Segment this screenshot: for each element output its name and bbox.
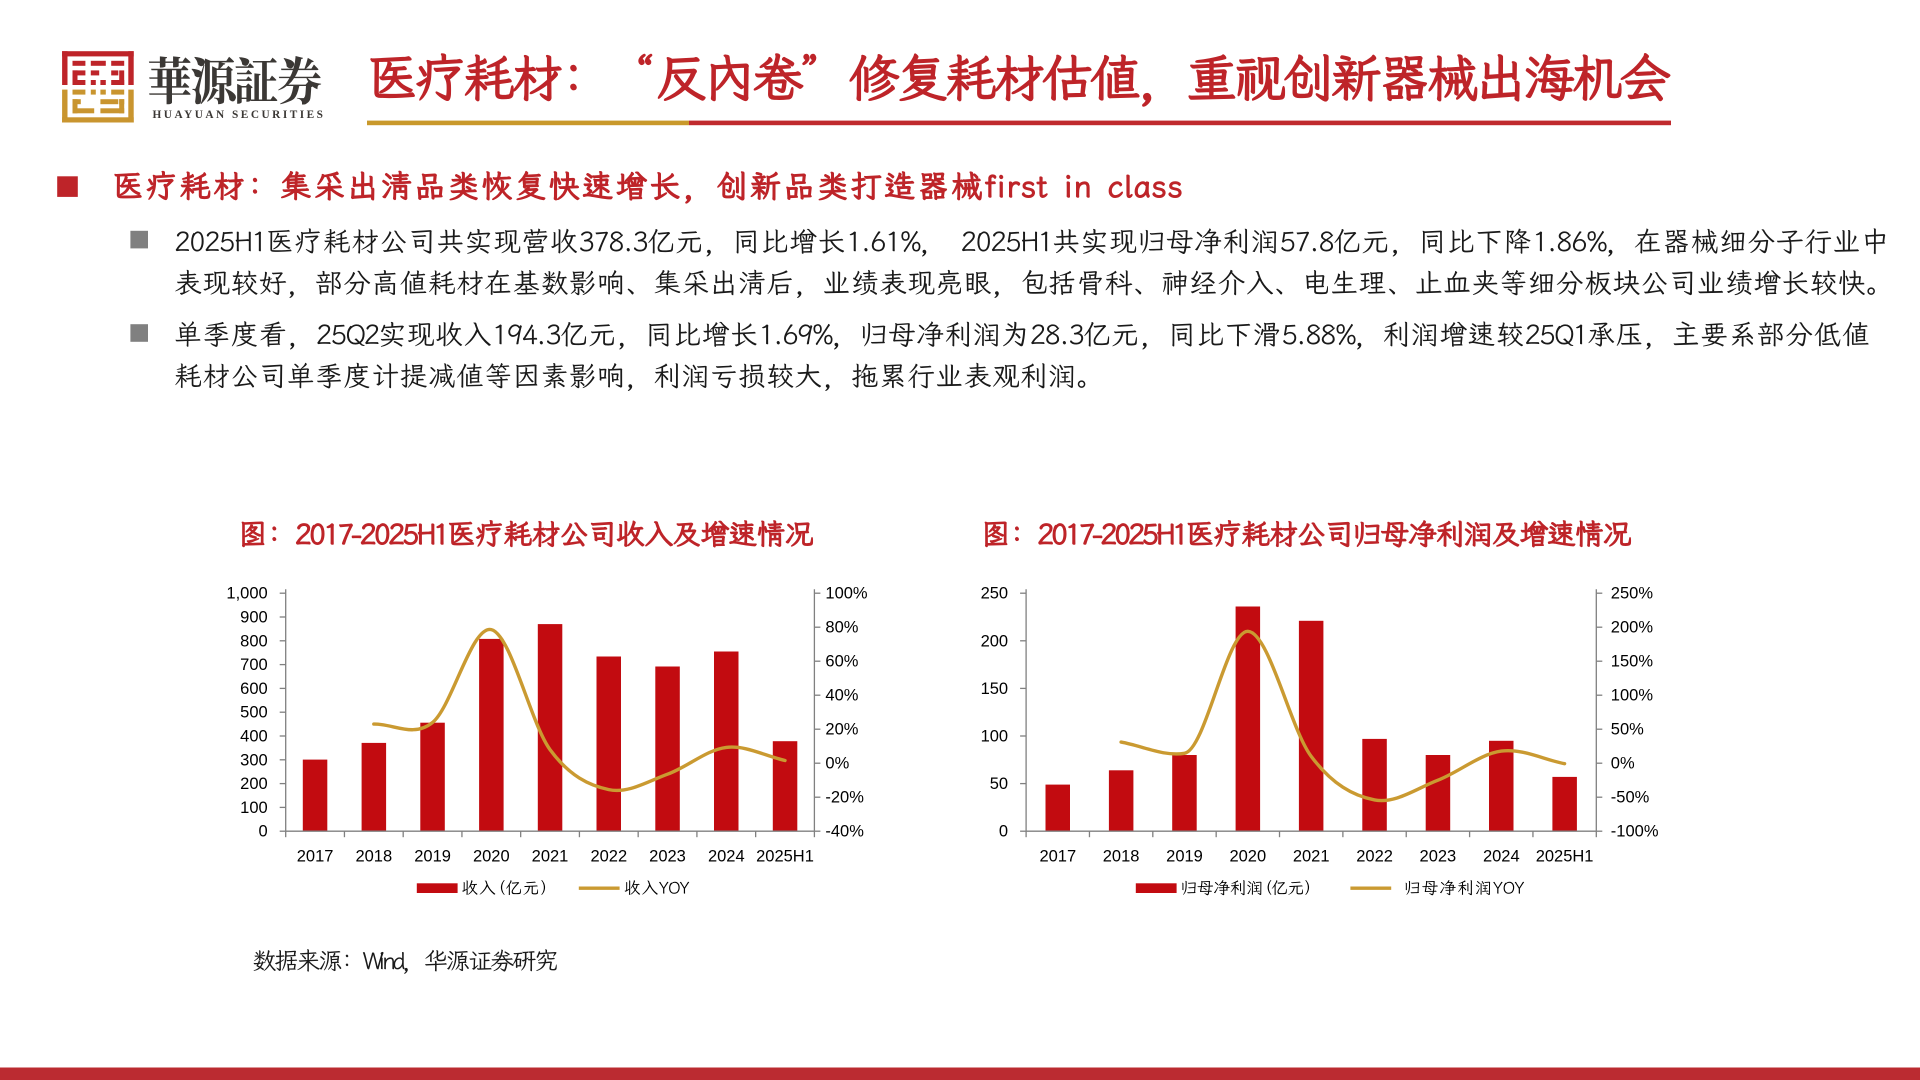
svg-text:150: 150 — [981, 680, 1009, 698]
svg-text:700: 700 — [240, 656, 268, 674]
svg-text:300: 300 — [240, 751, 268, 769]
svg-text:2018: 2018 — [355, 848, 392, 866]
svg-text:150%: 150% — [1611, 653, 1654, 671]
svg-text:2020: 2020 — [473, 848, 510, 866]
svg-text:100: 100 — [240, 799, 268, 817]
svg-text:20%: 20% — [825, 721, 858, 739]
svg-text:250: 250 — [981, 585, 1009, 603]
svg-text:0: 0 — [999, 823, 1008, 841]
svg-text:200%: 200% — [1611, 619, 1654, 637]
svg-text:0%: 0% — [1611, 755, 1635, 773]
svg-text:100%: 100% — [825, 585, 868, 603]
svg-text:800: 800 — [240, 632, 268, 650]
svg-text:-40%: -40% — [825, 823, 864, 841]
svg-text:2019: 2019 — [1166, 848, 1203, 866]
svg-text:-20%: -20% — [825, 789, 864, 807]
svg-text:250%: 250% — [1611, 585, 1654, 603]
svg-text:2024: 2024 — [1483, 848, 1520, 866]
svg-text:2024: 2024 — [708, 848, 745, 866]
svg-text:2023: 2023 — [1420, 848, 1457, 866]
svg-text:100: 100 — [981, 728, 1009, 746]
svg-text:2018: 2018 — [1103, 848, 1140, 866]
svg-text:2025H1: 2025H1 — [1536, 848, 1594, 866]
svg-text:2020: 2020 — [1229, 848, 1266, 866]
svg-text:40%: 40% — [825, 687, 858, 705]
svg-text:2022: 2022 — [1356, 848, 1393, 866]
svg-text:50%: 50% — [1611, 721, 1644, 739]
svg-text:-100%: -100% — [1611, 823, 1659, 841]
svg-text:2023: 2023 — [649, 848, 686, 866]
svg-text:0: 0 — [259, 823, 268, 841]
svg-text:2021: 2021 — [1293, 848, 1330, 866]
svg-text:60%: 60% — [825, 653, 858, 671]
svg-text:200: 200 — [240, 775, 268, 793]
svg-text:100%: 100% — [1611, 687, 1654, 705]
svg-text:-50%: -50% — [1611, 789, 1650, 807]
svg-text:1,000: 1,000 — [226, 585, 267, 603]
svg-text:2019: 2019 — [414, 848, 451, 866]
svg-text:80%: 80% — [825, 619, 858, 637]
svg-text:2017: 2017 — [1039, 848, 1076, 866]
svg-text:0%: 0% — [825, 755, 849, 773]
svg-text:900: 900 — [240, 609, 268, 627]
svg-text:2025H1: 2025H1 — [756, 848, 814, 866]
svg-text:500: 500 — [240, 704, 268, 722]
svg-text:600: 600 — [240, 680, 268, 698]
svg-text:400: 400 — [240, 728, 268, 746]
svg-text:HUAYUAN SECURITIES: HUAYUAN SECURITIES — [153, 109, 326, 121]
svg-text:200: 200 — [981, 632, 1009, 650]
svg-text:50: 50 — [990, 775, 1008, 793]
svg-text:2022: 2022 — [590, 848, 627, 866]
svg-text:2017: 2017 — [297, 848, 334, 866]
svg-text:2021: 2021 — [532, 848, 569, 866]
